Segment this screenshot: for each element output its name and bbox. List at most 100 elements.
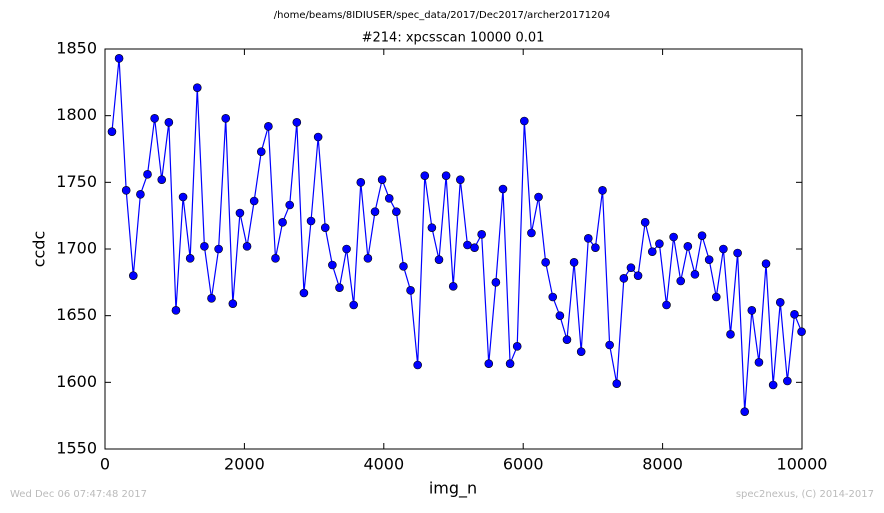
data-point (719, 244, 728, 254)
data-point (612, 379, 622, 388)
y-tick-label: 1550 (56, 439, 97, 458)
data-point (249, 196, 259, 206)
data-point (264, 122, 273, 131)
data-point (562, 335, 572, 344)
credit: spec2nexus, (C) 2014-2017 (736, 489, 874, 500)
data-point (669, 232, 678, 242)
data-point (228, 299, 238, 308)
data-point (399, 262, 408, 271)
x-axis-label: img_n (429, 479, 477, 499)
data-point (214, 244, 223, 254)
data-point (520, 116, 529, 126)
data-point (711, 292, 721, 302)
data-point (192, 83, 202, 92)
data-point (555, 311, 565, 320)
x-tick-label: 10000 (777, 455, 828, 474)
x-tick-label: 0 (100, 455, 110, 474)
data-point (441, 171, 451, 180)
y-tick-label: 1700 (56, 239, 97, 258)
data-point (790, 310, 799, 319)
data-point (591, 243, 600, 252)
x-tick-label: 6000 (503, 455, 544, 474)
data-point (726, 330, 735, 339)
data-point (164, 118, 174, 127)
data-point (640, 218, 650, 227)
data-point (463, 240, 472, 250)
data-point (783, 376, 792, 386)
data-point (534, 192, 543, 202)
data-point (583, 234, 593, 243)
data-point (448, 282, 458, 291)
data-point (484, 359, 494, 368)
data-point (200, 242, 209, 251)
data-point (349, 300, 358, 310)
data-point (619, 274, 629, 283)
data-point (427, 223, 437, 232)
data-point (221, 114, 231, 123)
data-point (313, 132, 323, 142)
data-point (434, 255, 444, 264)
data-point (498, 184, 508, 194)
timestamp: Wed Dec 06 07:47:48 2017 (10, 489, 147, 500)
data-point (505, 359, 515, 368)
data-point (128, 271, 138, 280)
data-point (157, 175, 167, 184)
data-point (605, 340, 614, 350)
data-point (740, 407, 750, 416)
data-point (278, 218, 287, 227)
data-point (271, 254, 280, 263)
data-point (328, 260, 337, 270)
x-tick-label: 8000 (642, 455, 683, 474)
data-point (107, 127, 117, 136)
data-point (690, 270, 700, 279)
data-point (697, 231, 707, 240)
data-point (456, 175, 465, 184)
y-tick-label: 1600 (56, 372, 97, 391)
data-point (256, 147, 266, 156)
data-point (754, 358, 764, 367)
data-point (470, 243, 479, 252)
data-point (384, 194, 394, 203)
data-point (207, 294, 216, 303)
data-point (143, 170, 152, 179)
data-point (356, 178, 366, 187)
data-point (548, 292, 558, 302)
data-point (242, 242, 252, 251)
data-point (363, 254, 373, 263)
data-point (136, 190, 145, 199)
data-point (320, 223, 330, 232)
data-point (171, 306, 181, 315)
data-point (299, 288, 309, 298)
data-point (178, 192, 188, 202)
data-point (733, 248, 742, 258)
data-point (413, 360, 422, 370)
data-point (576, 347, 586, 356)
suptitle: /home/beams/8IDIUSER/spec_data/2017/Dec2… (274, 10, 610, 21)
data-point (114, 54, 124, 63)
data-point (598, 186, 607, 195)
data-point (676, 276, 686, 286)
data-point (683, 242, 693, 251)
data-point (121, 186, 131, 195)
y-tick-label: 1850 (56, 39, 97, 58)
data-point (335, 283, 344, 292)
data-point (747, 306, 757, 315)
data-point (775, 298, 785, 307)
data-point (512, 342, 522, 351)
y-tick-label: 1650 (56, 305, 97, 324)
data-point (285, 200, 295, 210)
data-point (292, 118, 302, 127)
chart-title: #214: xpcsscan 10000 0.01 (362, 31, 545, 46)
data-point (377, 175, 387, 184)
data-point (491, 278, 501, 287)
data-point (655, 239, 664, 248)
data-point (647, 247, 657, 256)
data-point (768, 380, 778, 390)
data-point (370, 207, 380, 216)
data-point (704, 255, 714, 264)
data-point (420, 171, 430, 180)
y-tick-label: 1800 (56, 105, 97, 124)
data-point (541, 258, 550, 267)
